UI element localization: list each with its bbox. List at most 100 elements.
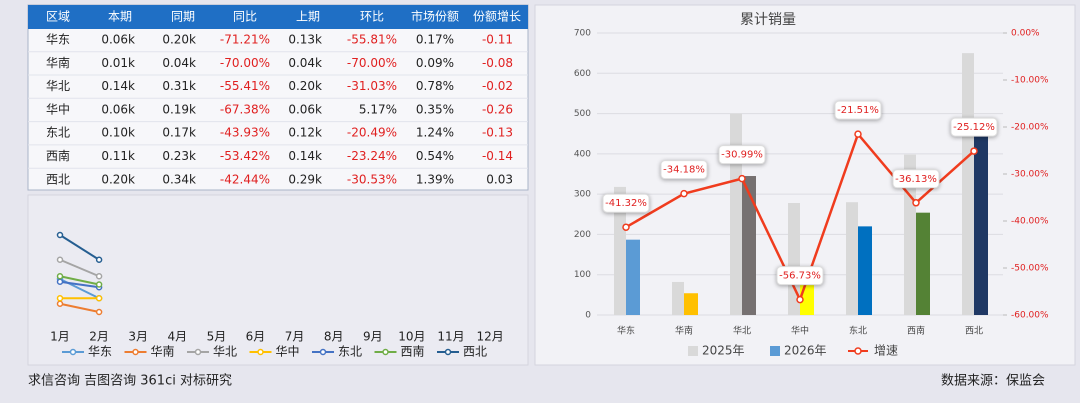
table-cell: 1.24% [416, 126, 454, 140]
x-tick-label: 5月 [207, 330, 227, 344]
y-tick-label: 200 [574, 230, 591, 240]
legend-marker [194, 348, 202, 356]
label-box [834, 100, 882, 120]
legend-label: 华南 [151, 344, 175, 359]
point [56, 295, 64, 302]
point [95, 308, 103, 316]
x-tick-label: 10月 [398, 330, 425, 344]
table-cell: 0.20k [162, 33, 196, 47]
x-tick-label: 9月 [363, 330, 383, 344]
data-label: -34.18% [663, 165, 705, 176]
table-header-cell: 上期 [296, 10, 320, 24]
table-cell: 0.13k [288, 33, 322, 47]
table-cell: 华东 [46, 33, 70, 47]
table-cell: -42.44% [220, 172, 270, 186]
table-header-bg [28, 5, 528, 29]
series-line [59, 275, 100, 286]
table-cell: -70.00% [220, 56, 270, 70]
point [56, 256, 64, 263]
table-cell: -53.42% [220, 149, 270, 163]
legend-label: 2025年 [702, 344, 745, 358]
data-label: -36.13% [895, 174, 937, 185]
label-box [950, 117, 998, 137]
table-cell: 0.31k [162, 79, 196, 93]
table-cell: 0.14k [101, 79, 135, 93]
table-cell: -70.00% [347, 56, 397, 70]
y-tick-label: 100 [574, 270, 591, 280]
table-cell: -0.26 [482, 102, 513, 116]
point [95, 281, 103, 288]
bar [962, 53, 974, 316]
y2-tick-label: -10.00% [1011, 76, 1049, 86]
point [56, 300, 64, 307]
legend-marker [382, 348, 389, 356]
table-cell: 0.35% [416, 102, 454, 116]
table-cell: 1.39% [416, 172, 454, 186]
data-label: -25.12% [953, 122, 995, 133]
table-cell: -23.24% [347, 149, 397, 163]
table-cell: 0.20k [101, 172, 135, 186]
table-cell: 西北 [46, 172, 70, 186]
growth-point [854, 130, 862, 138]
y2-tick-label: 0.00% [1011, 29, 1040, 39]
table-cell: 0.17k [162, 126, 196, 140]
x-tick-label: 8月 [324, 330, 344, 344]
table-cell: -43.93% [220, 126, 270, 140]
table-cell: 0.29k [288, 172, 322, 186]
table-cell: 0.19k [162, 102, 196, 116]
table-cell: -0.11 [482, 33, 513, 47]
growth-point [622, 223, 630, 231]
table-cell: 0.06k [288, 102, 322, 116]
table-cell: 0.10k [101, 126, 135, 140]
table-header-cell: 同比 [233, 10, 257, 24]
table-cell: 0.34k [162, 172, 196, 186]
legend-swatch [688, 346, 698, 356]
point [56, 273, 64, 280]
bar [904, 154, 916, 315]
series-line [59, 258, 100, 278]
table-cell: -0.02 [482, 79, 513, 93]
table-cell: -67.38% [220, 102, 270, 116]
point [56, 231, 64, 239]
table-header-cell: 同期 [171, 10, 195, 24]
growth-point [970, 147, 978, 155]
legend-label: 华东 [88, 345, 112, 359]
label-box [776, 266, 824, 286]
data-label: -56.73% [779, 271, 821, 282]
x-tick-label: 7月 [285, 330, 305, 344]
table-cell: -55.41% [220, 79, 270, 93]
table-header-cell: 本期 [108, 10, 132, 24]
legend-marker [444, 348, 452, 356]
table-cell: 0.06k [101, 102, 135, 116]
label-box [892, 169, 940, 189]
x-tick-label: 西南 [907, 325, 925, 337]
series-line [59, 302, 100, 313]
legend-marker [854, 347, 862, 355]
table-cell: 0.04k [162, 56, 196, 70]
chart-title: 累计销量 [740, 12, 796, 28]
x-tick-label: 4月 [167, 330, 187, 344]
legend-label: 增速 [874, 344, 898, 358]
table-header-cell: 环比 [360, 10, 384, 24]
x-tick-label: 11月 [437, 330, 464, 344]
point [95, 273, 103, 280]
table-cell: 0.01k [101, 56, 135, 70]
table-cell: -0.13 [482, 126, 513, 140]
x-tick-label: 3月 [128, 330, 148, 344]
table-cell: 0.04k [288, 56, 322, 70]
bar [730, 113, 742, 315]
legend-label: 华北 [213, 345, 237, 359]
point [95, 256, 103, 263]
legend-label: 西南 [401, 344, 425, 359]
table-cell: 5.17% [359, 102, 397, 116]
bar [626, 239, 640, 315]
footer-left: 求信咨询 吉图咨询 361ci 对标研究 [28, 374, 232, 389]
growth-point [796, 295, 804, 304]
table-cell: 0.20k [288, 79, 322, 93]
bar [858, 226, 872, 315]
table-cell: -30.53% [347, 172, 397, 186]
series-line [59, 234, 100, 261]
legend-label: 华中 [276, 344, 300, 359]
growth-point [912, 199, 920, 207]
